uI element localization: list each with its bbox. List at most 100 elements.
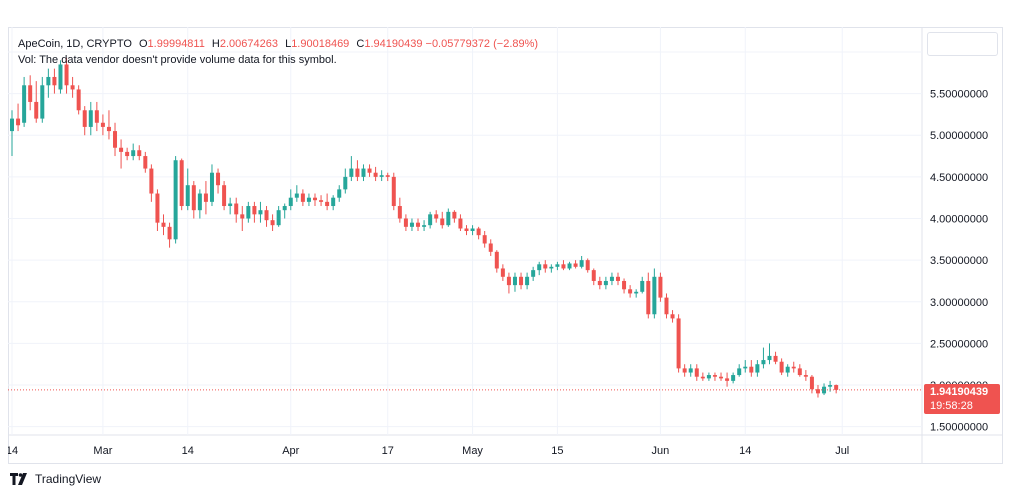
candle-body [440, 218, 445, 226]
candle-body [276, 210, 281, 226]
candle-body [319, 200, 324, 202]
candle [149, 164, 154, 202]
time-tick-label: Jul [835, 445, 849, 457]
close-label: C [356, 38, 365, 50]
candle [294, 185, 299, 202]
close-value: 1.94190439 [364, 38, 423, 50]
open-value: 1.99994811 [147, 38, 205, 50]
time-tick-label: May [462, 445, 483, 457]
candle-body [82, 110, 87, 127]
candle [40, 76, 45, 123]
time-tick-label: 15 [551, 445, 563, 457]
candle-body [694, 368, 699, 377]
candle [428, 211, 433, 229]
candle [82, 106, 87, 136]
price-tick-label: 1.50000000 [930, 422, 988, 434]
candle [100, 114, 105, 136]
candle-body [185, 185, 190, 207]
candle-body [761, 360, 766, 365]
candle-body [294, 193, 299, 198]
price-tick-label: 5.50000000 [930, 89, 988, 101]
candle-body [743, 366, 748, 369]
high-value: 2.00674263 [219, 38, 278, 50]
candle [94, 101, 99, 132]
candlestick-chart[interactable]: 1.500000002.000000002.500000003.00000000… [8, 27, 1003, 464]
candle-body [28, 85, 33, 102]
candle-body [209, 172, 214, 202]
candle-body [834, 385, 839, 390]
candle-body [488, 243, 493, 252]
candle-body [349, 168, 354, 177]
candle [525, 272, 530, 290]
candle [682, 364, 687, 377]
candle [185, 168, 190, 211]
candle [319, 195, 324, 207]
candle [64, 57, 69, 94]
candle [458, 214, 463, 231]
price-tick-label: 4.50000000 [930, 172, 988, 184]
candle [670, 310, 675, 323]
time-tick-label: 14 [182, 445, 194, 457]
candle [519, 272, 524, 290]
candle [385, 172, 390, 182]
candle-body [403, 218, 408, 227]
candle-body [791, 366, 796, 369]
candle [209, 164, 214, 207]
candle-body [797, 368, 802, 376]
candle [58, 60, 63, 94]
candle [712, 372, 717, 381]
candle-body [640, 280, 645, 292]
time-axis[interactable]: 14 Mar 14 Apr 17 May 15 Jun 14 Jul [8, 445, 849, 457]
candle [446, 208, 451, 227]
candle-body [125, 151, 130, 157]
candle [791, 361, 796, 373]
candle-body [161, 222, 166, 227]
candle [416, 218, 421, 231]
candle [167, 222, 172, 248]
price-axis[interactable]: 1.500000002.000000002.500000003.00000000… [930, 47, 988, 434]
candle [555, 261, 560, 271]
candle-body [76, 89, 81, 111]
candle-body [712, 375, 717, 377]
time-tick-label: 14 [739, 445, 751, 457]
candle-body [464, 228, 469, 231]
candle-body [203, 193, 208, 202]
brand-name: TradingView [35, 472, 102, 486]
candle-body [306, 197, 311, 202]
candle-body [149, 168, 154, 194]
candle [125, 147, 130, 161]
candle [500, 264, 505, 281]
candle-body [228, 203, 233, 207]
candle-body [531, 270, 536, 277]
candle-body [809, 376, 814, 390]
chart-settings-box[interactable] [927, 32, 998, 56]
price-tick-label: 3.00000000 [930, 297, 988, 309]
candle-body [343, 176, 348, 190]
candle-body [519, 276, 524, 286]
candle [282, 203, 287, 219]
candle [567, 261, 572, 271]
candle [397, 197, 402, 223]
candle [543, 260, 548, 273]
candle [422, 220, 427, 231]
candle [634, 289, 639, 298]
candle [688, 364, 693, 377]
candle-body [670, 314, 675, 319]
candle [258, 201, 263, 223]
candle [403, 214, 408, 231]
grid [8, 27, 1003, 464]
candle [652, 268, 657, 319]
time-tick-label: Apr [282, 445, 299, 457]
tradingview-logo[interactable]: TradingView [10, 472, 101, 486]
candle [749, 360, 754, 377]
candle-body [543, 264, 548, 269]
bar-countdown: 19:58:28 [930, 400, 973, 412]
candle [106, 110, 111, 140]
candle [464, 225, 469, 236]
candle [34, 81, 39, 123]
last-price-value: 1.94190439 [930, 386, 989, 398]
candle-body [591, 270, 596, 281]
ohlc-legend: ApeCoin, 1D, CRYPTO O1.99994811 H2.00674… [18, 36, 538, 52]
candle-body [337, 189, 342, 198]
candle [288, 189, 293, 211]
